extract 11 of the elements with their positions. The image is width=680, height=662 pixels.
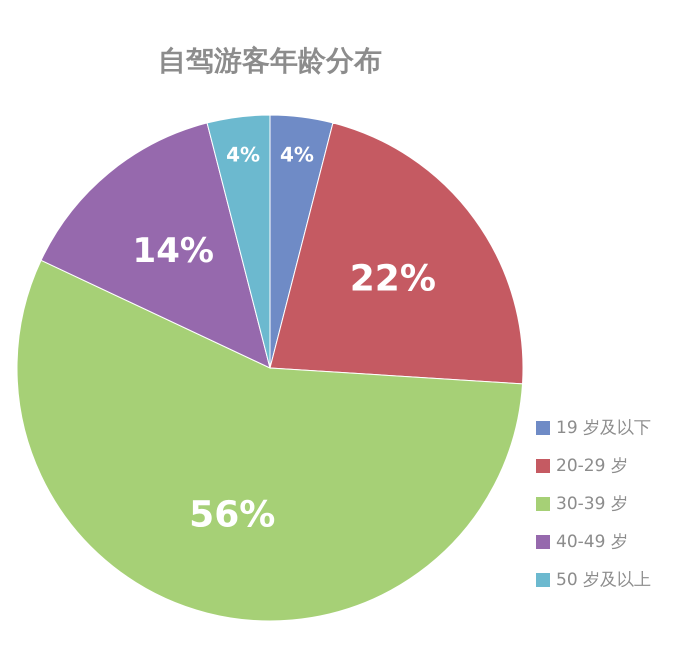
- legend-label: 19 岁及以下: [556, 418, 652, 438]
- chart-title: 自驾游客年龄分布: [158, 44, 382, 77]
- data-label: 14%: [132, 231, 214, 272]
- data-label: 4%: [280, 142, 314, 167]
- data-label: 22%: [350, 258, 436, 300]
- legend-label: 50 岁及以上: [556, 570, 652, 590]
- data-label: 56%: [189, 494, 276, 536]
- data-label: 4%: [226, 142, 260, 167]
- legend-label: 20-29 岁: [556, 456, 628, 476]
- legend-label: 40-49 岁: [556, 532, 628, 552]
- legend-label: 30-39 岁: [556, 494, 628, 514]
